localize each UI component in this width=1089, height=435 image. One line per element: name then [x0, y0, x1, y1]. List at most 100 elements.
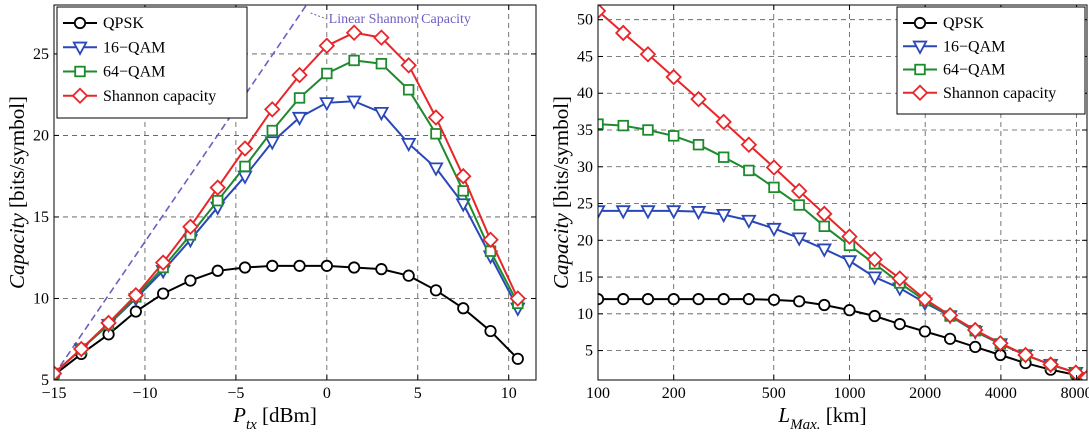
y-tick-label: 35	[577, 122, 593, 139]
data-point	[767, 293, 781, 306]
data-point	[741, 214, 757, 230]
data-point	[293, 92, 306, 104]
y-axis-label: Capacity [bits/symbol]	[5, 96, 29, 289]
data-point	[692, 293, 705, 306]
legend-marker	[911, 84, 929, 102]
legend-item: 16−QAM	[903, 38, 1005, 55]
data-point	[182, 218, 199, 236]
x-tick-label: −15	[41, 385, 66, 402]
data-point	[400, 57, 417, 74]
legend-marker	[913, 16, 927, 30]
data-point	[843, 304, 856, 317]
data-point	[321, 67, 333, 80]
data-point	[375, 57, 388, 70]
data-point	[816, 205, 833, 223]
data-point	[668, 130, 680, 142]
data-point	[766, 222, 782, 238]
data-point	[598, 5, 607, 20]
legend-label: 64−QAM	[943, 62, 1005, 79]
data-point	[484, 324, 497, 338]
data-point	[816, 243, 833, 258]
left-chart-power-sweep: −15 −10 −5 0 5 10 5 10 15 20 25 Ptx [dBm] Capacity […	[5, 4, 537, 433]
data-point	[373, 107, 390, 122]
series-qpsk	[54, 259, 524, 380]
data-point	[293, 259, 306, 272]
data-point	[320, 259, 333, 272]
data-point	[641, 293, 655, 306]
y-tick-label: 10	[577, 306, 593, 323]
y-axis-label: Capacity [bits/symbol]	[549, 96, 573, 289]
data-point	[790, 182, 808, 200]
data-point	[154, 254, 172, 271]
data-point	[1078, 369, 1087, 380]
data-point	[642, 124, 654, 136]
x-tick-label: 8000	[1061, 385, 1089, 402]
y-tick-label: 10	[33, 290, 49, 307]
data-point	[402, 269, 415, 282]
plot-frame	[597, 4, 1088, 381]
series-shannon-capacity	[598, 5, 1087, 380]
y-tick-label: 25	[577, 196, 593, 213]
data-point	[615, 205, 631, 220]
x-axis-label: LMax. [km]	[777, 403, 866, 433]
data-point	[375, 263, 388, 276]
data-point	[211, 264, 224, 277]
legend: QPSK 16−QAM 64−QAM Shannon capacity	[896, 6, 1086, 115]
data-point	[319, 97, 335, 112]
legend-item: QPSK	[63, 15, 144, 32]
y-tick-label: 15	[33, 209, 49, 226]
y-axis-label-unit: [bits/symbol]	[5, 96, 29, 208]
data-point	[129, 305, 142, 318]
x-tick-label: 5	[414, 385, 422, 402]
data-point	[793, 295, 806, 308]
data-point	[54, 365, 63, 380]
y-axis-label-main: Capacity	[5, 213, 29, 289]
data-point	[457, 302, 470, 315]
y-tick-label: 20	[33, 127, 49, 144]
x-tick-label: 200	[662, 385, 686, 402]
data-point	[73, 340, 90, 358]
data-point	[818, 298, 831, 312]
data-point	[598, 205, 606, 220]
legend-label: 16−QAM	[103, 39, 165, 56]
data-point	[841, 255, 858, 270]
data-point	[866, 251, 883, 268]
data-point	[127, 286, 145, 304]
data-point	[743, 164, 755, 177]
data-point	[768, 181, 780, 194]
data-point	[793, 199, 805, 211]
x-tick-label: −5	[227, 385, 244, 402]
data-point	[428, 162, 444, 177]
x-axis-label-main: L	[777, 403, 790, 427]
legend-label: 16−QAM	[943, 38, 1005, 55]
data-point	[893, 318, 906, 331]
data-point	[692, 139, 705, 151]
legend-item: 64−QAM	[63, 64, 165, 81]
data-point	[665, 68, 682, 86]
data-point	[291, 66, 308, 84]
annotation-leader	[310, 12, 327, 20]
x-tick-label: 1000	[833, 385, 865, 402]
data-point	[100, 314, 117, 332]
data-point	[509, 290, 527, 307]
y-axis-label-main: Capacity	[549, 213, 573, 289]
data-point	[943, 332, 957, 345]
data-point	[427, 109, 445, 126]
legend-label: Shannon capacity	[103, 88, 216, 105]
x-axis-label-unit: [dBm]	[257, 403, 317, 427]
data-point	[239, 160, 251, 173]
data-point	[429, 284, 443, 297]
legend-marker	[912, 40, 928, 55]
data-point	[969, 340, 982, 354]
data-point	[868, 309, 881, 323]
legend-marker	[74, 65, 86, 78]
data-point	[348, 261, 361, 274]
legend-item: 16−QAM	[63, 39, 165, 56]
x-axis-label-subscript: tx	[246, 417, 257, 433]
x-tick-label: −10	[132, 385, 157, 402]
data-point	[348, 54, 360, 67]
data-point	[818, 220, 830, 233]
legend-item: Shannon capacity	[63, 87, 216, 105]
y-tick-label: 40	[577, 85, 593, 102]
